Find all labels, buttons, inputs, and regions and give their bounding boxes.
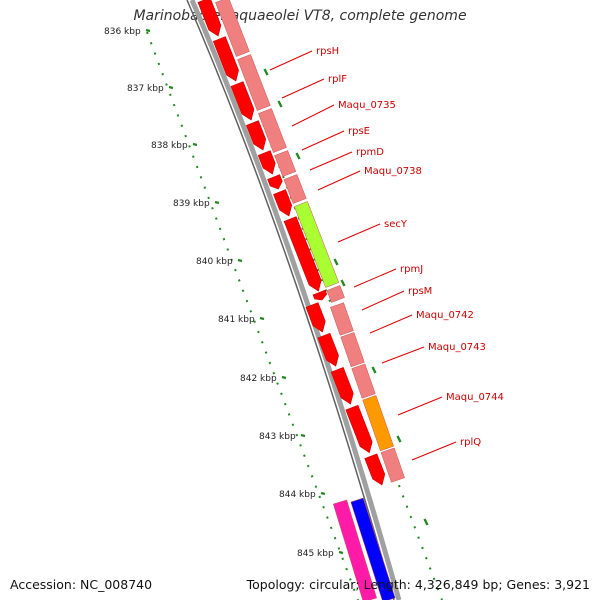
backbone-layer <box>186 0 402 600</box>
tick-label: 840 kbp <box>196 257 233 267</box>
major-tick <box>295 152 301 160</box>
gene-leader-line <box>337 223 381 243</box>
gene-leader-line <box>381 346 425 364</box>
tick-layer: 836 kbp 837 kbp 838 kbp 839 kbp 840 kbp 841 k… <box>104 27 443 600</box>
cds-arrow <box>257 150 276 175</box>
cds-arrow <box>305 302 326 333</box>
cds-arrow <box>267 174 283 190</box>
major-tick <box>396 435 402 443</box>
minor-tick-mark <box>338 550 344 555</box>
light-cds-block <box>351 363 376 399</box>
gene-label: Maqu_0743 <box>428 342 486 353</box>
cds-arrow <box>212 36 239 82</box>
genome-backbone <box>189 0 402 600</box>
cds-arrow <box>312 289 328 301</box>
major-tick <box>333 258 339 266</box>
gene-label: rplQ <box>460 437 481 448</box>
gene-leader-line <box>369 314 413 334</box>
minor-tick-mark <box>192 142 198 147</box>
minor-tick-mark <box>281 375 287 380</box>
feature-layer <box>197 0 405 600</box>
cds-arrow <box>317 332 339 367</box>
gene-leader-line <box>309 151 353 171</box>
gene-leader-line <box>301 130 345 151</box>
tick-label: 838 kbp <box>151 141 188 151</box>
tick-label: 837 kbp <box>127 84 164 94</box>
minor-tick-mark <box>259 316 265 321</box>
gene-label: Maqu_0735 <box>338 100 396 111</box>
gene-label: secY <box>384 219 408 230</box>
tick-label: 844 kbp <box>279 490 316 500</box>
light-cds-block <box>237 54 271 111</box>
tick-ruler <box>146 31 359 600</box>
gene-label: rpsM <box>408 286 432 297</box>
gene-leader-line <box>317 170 361 191</box>
major-tick <box>371 366 377 374</box>
secy-block <box>294 201 340 288</box>
accession-text: Accession: NC_008740 <box>10 577 153 592</box>
gene-label: Maqu_0742 <box>416 310 474 321</box>
light-cds-block <box>340 332 365 368</box>
light-cds-block <box>274 150 297 177</box>
tick-label: 839 kbp <box>173 199 210 209</box>
gene-leader-line <box>361 290 405 311</box>
cds-arrow <box>245 120 267 151</box>
cds-arrow <box>230 81 255 121</box>
gene-label: rpsH <box>316 46 339 57</box>
blue-feature <box>350 497 396 600</box>
maqu-0744-block <box>362 395 394 452</box>
genome-backbone-inner <box>186 0 395 600</box>
gene-label: Maqu_0744 <box>446 392 504 403</box>
cds-arrow <box>273 189 293 217</box>
minor-tick-mark <box>237 258 243 263</box>
light-cds-block <box>326 285 345 303</box>
major-tick <box>340 279 346 287</box>
minor-tick-mark <box>145 28 151 33</box>
light-cds-block <box>215 0 250 57</box>
gene-label: rplF <box>328 74 347 85</box>
major-tick <box>277 100 283 108</box>
major-tick <box>263 68 269 76</box>
cds-arrow <box>283 216 322 292</box>
light-cds-block <box>380 447 405 483</box>
minor-tick-mark <box>320 491 326 496</box>
tick-label: 843 kbp <box>259 432 296 442</box>
gene-label: rpmJ <box>400 264 423 275</box>
gene-leader-line <box>269 50 313 71</box>
cds-arrow <box>330 367 354 405</box>
cds-arrow <box>345 404 373 454</box>
genome-stats-text: Topology: circular; Length: 4,326,849 bp… <box>246 577 590 592</box>
gene-leader-line <box>281 78 325 99</box>
tick-label: 845 kbp <box>297 549 334 559</box>
light-cds-block <box>330 302 354 336</box>
light-cds-block <box>258 108 287 153</box>
tick-label: 842 kbp <box>240 374 277 384</box>
gene-leader-line <box>411 441 457 461</box>
minor-tick-mark <box>300 433 306 438</box>
minor-tick-mark <box>214 200 220 205</box>
gene-leader-line <box>291 104 335 127</box>
cds-arrow <box>364 453 386 486</box>
tick-label: 836 kbp <box>104 27 141 37</box>
gene-label: rpmD <box>356 147 384 158</box>
gene-leader-line <box>353 268 397 288</box>
cds-arrow <box>197 0 222 37</box>
gene-label: rpsE <box>348 126 370 137</box>
magenta-feature <box>332 499 378 600</box>
major-tick <box>423 518 429 526</box>
label-layer: rpsH rplF Maqu_0735 rpsE rpmD Maqu_0738 secY rp… <box>269 46 504 461</box>
minor-tick-mark <box>168 85 174 90</box>
tick-label: 841 kbp <box>218 315 255 325</box>
gene-label: Maqu_0738 <box>364 166 422 177</box>
gene-leader-line <box>397 396 443 416</box>
light-cds-block <box>283 174 307 204</box>
